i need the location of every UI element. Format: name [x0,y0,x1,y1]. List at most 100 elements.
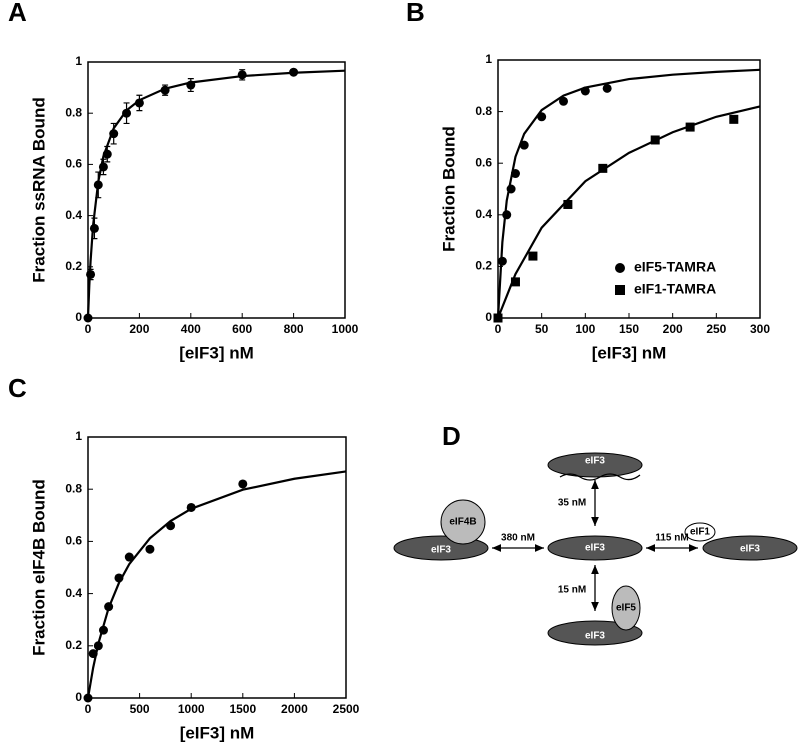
x-tick-label: 150 [619,322,639,336]
data-point [729,114,739,124]
x-axis-label: [eIF3] nM [592,343,667,362]
y-tick-label: 0 [75,690,82,704]
plot-frame [87,436,347,699]
data-point [134,98,144,108]
node-label: eIF3 [431,545,451,556]
data-point [104,602,114,612]
x-tick-label: 0 [85,702,92,716]
y-tick-label: 0 [75,310,82,324]
data-point [186,502,196,512]
panel-label: A [8,0,27,27]
data-point [528,251,538,261]
node-label: eIF3 [585,543,605,554]
rna-strand [559,473,641,481]
data-point [88,649,98,659]
eif1-shape [684,522,716,542]
y-tick-label: 0.2 [65,259,82,273]
panel-label: D [442,421,461,451]
data-point [598,163,608,173]
y-tick-label: 1 [75,429,82,443]
diagram: D eIF3 eIF3 eIF4B eIF3 eIF1 eIF3 eIF5 eI… [393,421,798,646]
x-tick-label: 2500 [333,702,360,716]
y-axis-label: Fraction eIF4B Bound [29,479,48,656]
y-tick-label: 0.2 [475,259,492,273]
legend-label: eIF5-TAMRA [634,259,716,275]
x-tick-label: 0 [495,322,502,336]
plot-frame [497,59,761,319]
fit-curve [86,69,346,319]
data-point [685,122,695,132]
edge-label: 380 nM [501,533,535,544]
x-tick-label: 800 [284,322,304,336]
data-point [160,85,170,95]
data-point [93,180,103,190]
eif3-shape [547,535,643,561]
y-tick-label: 0.6 [65,157,82,171]
x-tick-label: 600 [232,322,252,336]
fit-curve [496,105,761,319]
data-point [602,83,612,93]
x-tick-label: 0 [85,322,92,336]
data-point [86,269,96,279]
eif3-shape [702,535,798,561]
data-point [510,277,520,287]
data-point [98,162,108,172]
data-point [506,184,516,194]
data-point [519,140,529,150]
x-tick-label: 100 [575,322,595,336]
y-tick-label: 0.8 [65,105,82,119]
y-tick-label: 0.4 [65,208,82,222]
x-tick-label: 300 [750,322,770,336]
x-tick-label: 500 [130,702,150,716]
data-point [563,199,573,209]
y-tick-label: 1 [485,52,492,66]
data-point [102,149,112,159]
panel-label: C [8,373,27,403]
x-tick-label: 400 [181,322,201,336]
fit-curve [496,68,761,319]
data-point [83,693,93,703]
x-axis-label: [eIF3] nM [180,723,255,742]
legend-marker [615,263,625,273]
x-tick-label: 50 [535,322,549,336]
data-point [122,108,132,118]
data-point [510,169,520,179]
eif5-shape [611,585,641,631]
x-tick-label: 250 [706,322,726,336]
node-label: eIF5 [616,603,636,614]
plot-frame [87,61,346,319]
edge-label: 115 nM [655,533,688,544]
data-point [237,70,247,80]
y-tick-label: 0.6 [65,534,82,548]
data-point [289,67,299,77]
node-label: eIF3 [585,631,605,642]
node-label: eIF1 [690,527,710,538]
data-point [238,479,248,489]
x-tick-label: 200 [129,322,149,336]
data-point [493,313,503,323]
x-tick-label: 1000 [332,322,359,336]
data-point [497,256,507,266]
y-axis-label: Fraction Bound [439,126,458,252]
data-point [124,552,134,562]
data-point [559,96,568,106]
y-tick-label: 0.6 [475,155,492,169]
y-tick-label: 1 [75,54,82,68]
fit-curve [86,470,347,699]
node-label: eIF3 [585,456,605,467]
y-tick-label: 0.4 [475,207,492,221]
x-tick-label: 1000 [178,702,205,716]
y-tick-label: 0 [485,310,492,324]
data-point [93,641,103,651]
legend-marker [615,285,625,295]
data-point [98,625,108,635]
data-point [537,112,547,122]
data-point [580,86,590,96]
legend-label: eIF1-TAMRA [634,281,716,297]
node-label: eIF3 [740,544,760,555]
edge-label: 15 nM [558,585,586,596]
y-tick-label: 0.4 [65,586,82,600]
y-tick-label: 0.8 [65,481,82,495]
data-point [166,521,176,531]
